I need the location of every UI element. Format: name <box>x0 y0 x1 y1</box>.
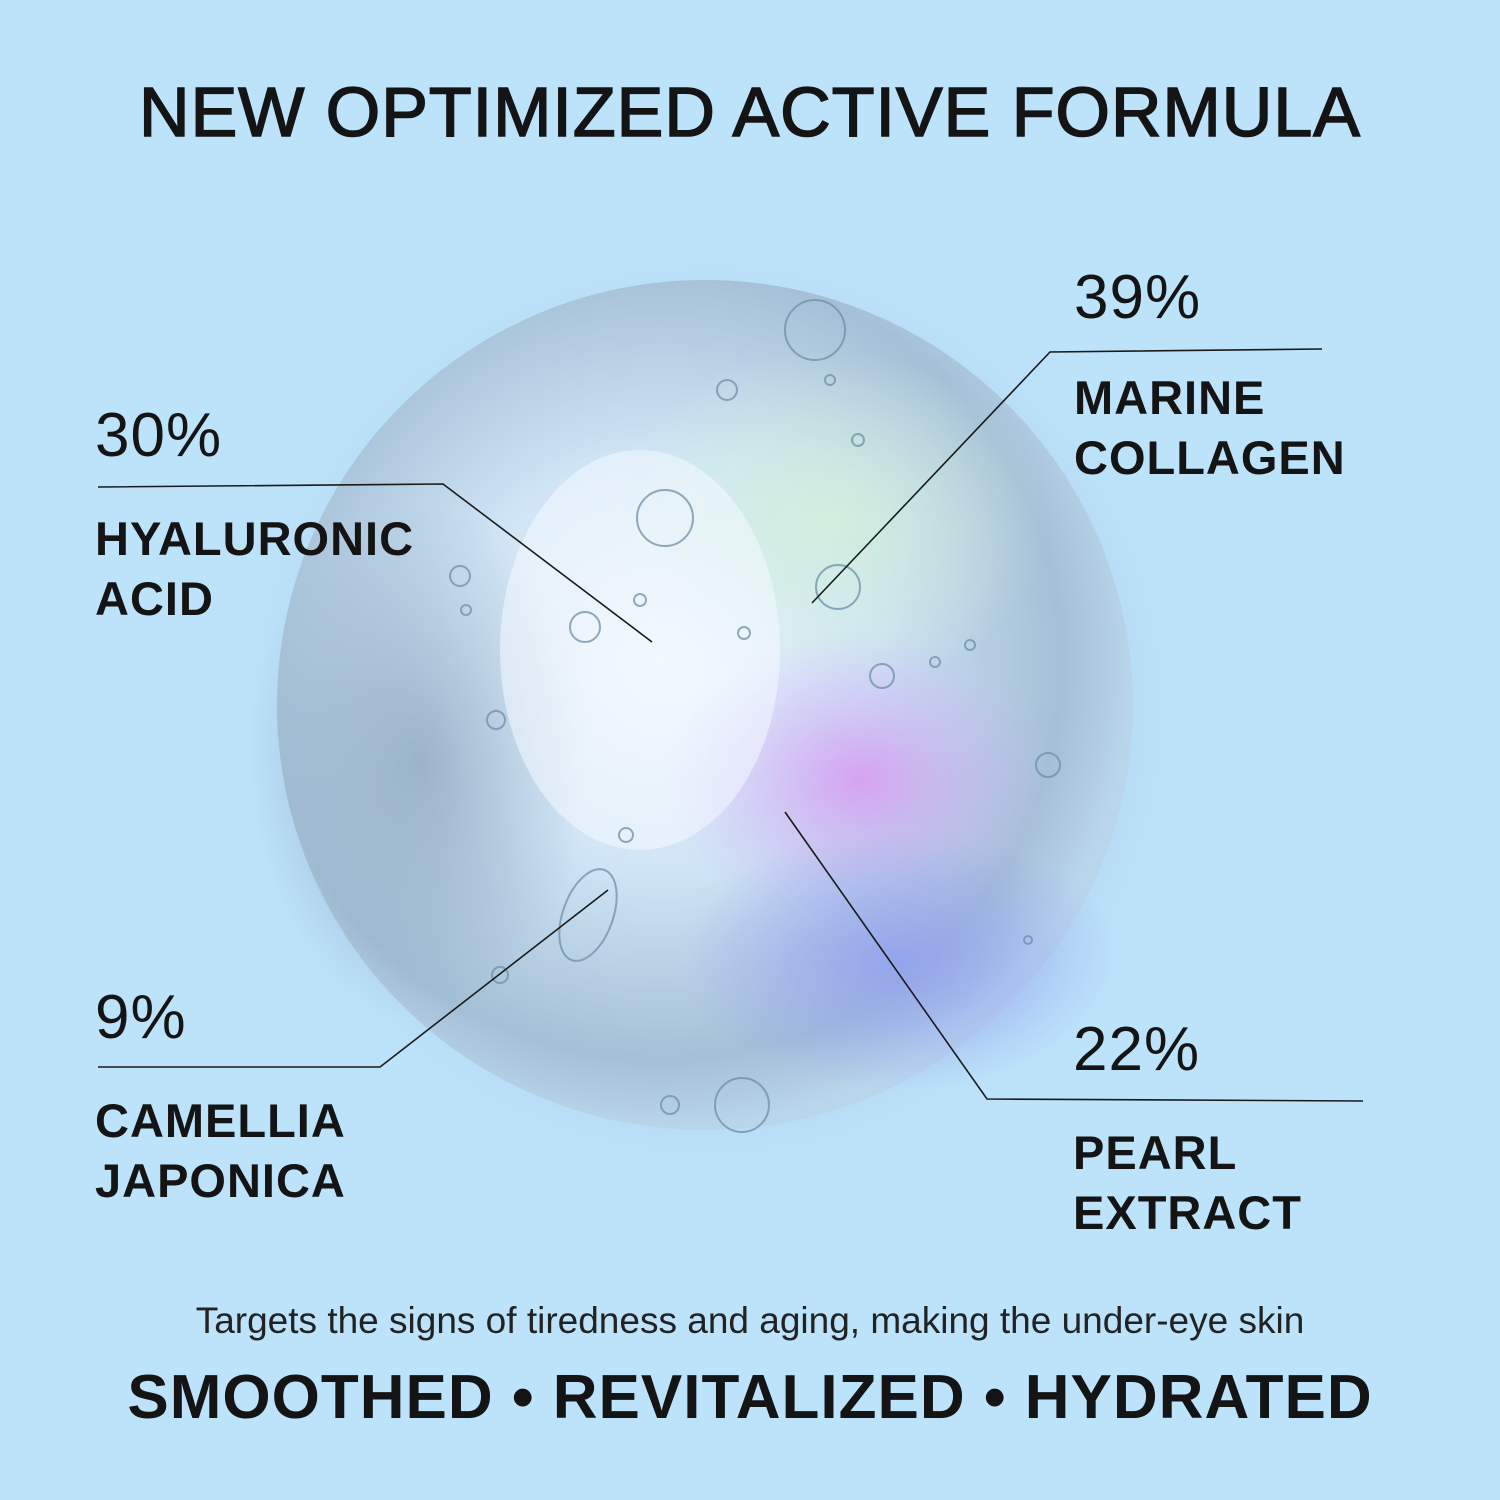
ingredient-percent: 9% <box>95 983 187 1052</box>
ingredient-name-line2: ACID <box>95 572 214 625</box>
bubbles <box>449 299 1061 1133</box>
benefits-headline: SMOOTHED • REVITALIZED • HYDRATED <box>127 1363 1373 1432</box>
ingredient-name-line2: EXTRACT <box>1073 1186 1302 1239</box>
ingredient-name-line1: PEARL <box>1073 1126 1238 1179</box>
ingredient-name-line2: COLLAGEN <box>1074 431 1346 484</box>
ingredient-name-line2: JAPONICA <box>95 1154 346 1207</box>
highlight <box>500 450 780 850</box>
ingredient-percent: 22% <box>1073 1015 1201 1084</box>
leader-line-pearl <box>784 811 1364 1102</box>
ingredient-name-line1: CAMELLIA <box>95 1094 346 1147</box>
leader-line-hyaluronic <box>97 483 653 643</box>
ingredient-hyaluronic: 30% HYALURONIC ACID <box>95 400 414 629</box>
tint-violet <box>680 830 1120 1090</box>
ingredient-marine: 39% MARINE COLLAGEN <box>1074 262 1346 488</box>
tagline: Targets the signs of tiredness and aging… <box>195 1300 1305 1341</box>
ingredient-percent: 30% <box>95 401 223 470</box>
ingredient-name-line1: HYALURONIC <box>95 512 415 565</box>
ingredient-camellia: 9% CAMELLIA JAPONICA <box>95 982 346 1211</box>
page-title: NEW OPTIMIZED ACTIVE FORMULA <box>138 72 1361 152</box>
ingredient-percent: 39% <box>1074 263 1202 332</box>
leader-lines <box>97 348 1364 1102</box>
leader-line-camellia <box>98 889 609 1068</box>
ingredient-pearl: 22% PEARL EXTRACT <box>1073 1014 1302 1243</box>
leader-line-marine <box>811 348 1323 604</box>
ingredient-name-line1: MARINE <box>1074 371 1266 424</box>
